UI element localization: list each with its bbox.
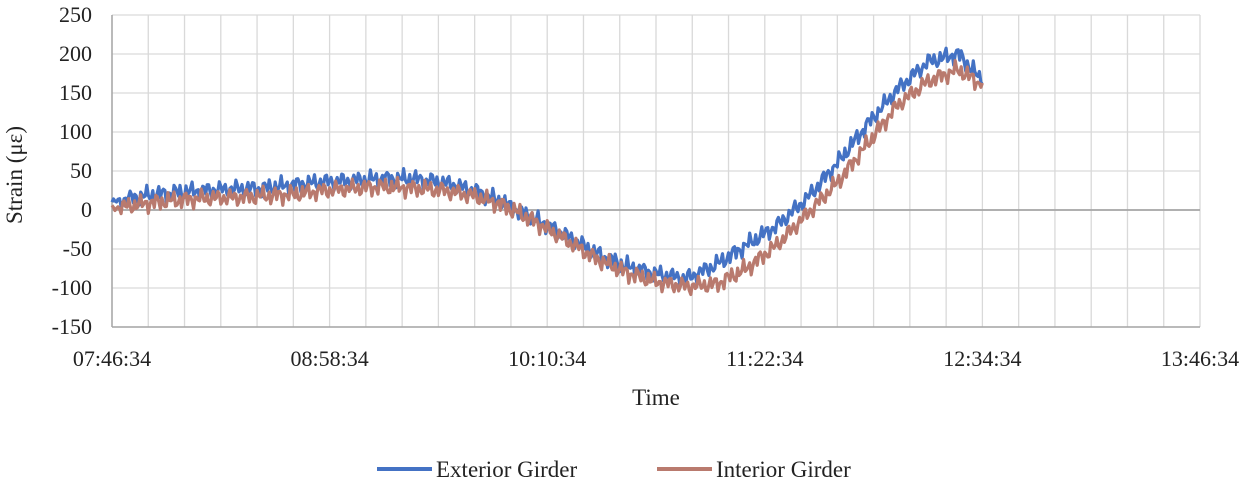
series-line-interior-girder: [110, 59, 984, 297]
x-tick-label: 13:46:34: [1161, 346, 1239, 371]
y-tick-label: 150: [59, 80, 92, 105]
series-group: [110, 46, 984, 297]
y-tick-label: -100: [52, 275, 92, 300]
axes: [111, 15, 1200, 328]
y-tick-label: -50: [63, 236, 92, 261]
legend: Exterior Girder Interior Girder: [377, 457, 851, 482]
x-tick-labels: 07:46:34 08:58:34 10:10:34 11:22:34 12:34:34…: [73, 346, 1239, 371]
y-tick-label: 250: [59, 2, 92, 27]
x-axis-title: Time: [632, 385, 680, 410]
y-tick-label: -150: [52, 314, 92, 339]
x-tick-label: 12:34:34: [943, 346, 1021, 371]
y-tick-label: 200: [59, 41, 92, 66]
y-tick-label: 0: [81, 197, 92, 222]
y-tick-labels: -150 -100 -50 0 50 100 150 200 250: [52, 2, 92, 339]
legend-label-exterior: Exterior Girder: [436, 457, 577, 482]
legend-label-interior: Interior Girder: [716, 457, 851, 482]
grid-lines: [111, 14, 1201, 328]
x-tick-label: 11:22:34: [726, 346, 803, 371]
y-tick-label: 50: [70, 158, 92, 183]
x-tick-label: 08:58:34: [290, 346, 368, 371]
x-tick-label: 07:46:34: [73, 346, 151, 371]
x-tick-label: 10:10:34: [508, 346, 586, 371]
y-axis-title: Strain (με): [2, 126, 27, 224]
y-tick-label: 100: [59, 119, 92, 144]
